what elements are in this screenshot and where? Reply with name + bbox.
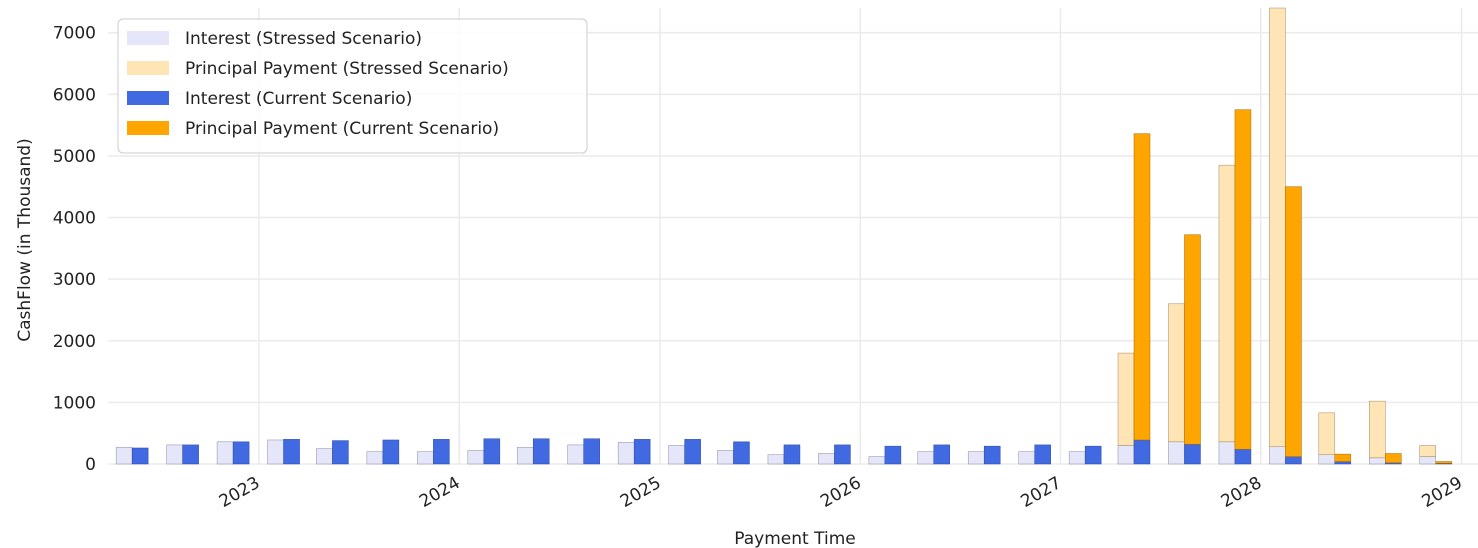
bar-interest-current: [633, 439, 651, 465]
bar-interest-current: [232, 441, 250, 465]
bar-interest-current: [433, 439, 450, 465]
bar-interest-stressed: [467, 450, 485, 465]
bar-interest-stressed: [267, 439, 284, 465]
bar-interest-stressed: [1018, 451, 1035, 465]
bar-interest-stressed: [917, 451, 934, 465]
bar-interest-stressed: [316, 448, 333, 465]
bar-principal-current: [1285, 186, 1302, 457]
bar-interest-current: [182, 444, 199, 465]
bar-principal-current: [1184, 234, 1201, 445]
bar-interest-current: [933, 444, 950, 465]
bar-interest-stressed: [567, 444, 584, 465]
bar-interest-current: [983, 445, 1001, 465]
bar-interest-current: [382, 439, 400, 465]
y-tick-label: 4000: [53, 209, 96, 229]
bar-principal-stressed: [1318, 412, 1336, 456]
bar-interest-stressed: [516, 447, 534, 465]
bar-principal-stressed: [1419, 445, 1437, 457]
bar-principal-stressed: [1369, 400, 1386, 459]
bar-interest-current: [1084, 445, 1102, 465]
y-tick-label: 1000: [53, 393, 96, 413]
y-axis-ticks: 0 1000 2000 3000 4000 5000 6000 7000: [53, 24, 96, 475]
bar-interest-current: [684, 439, 701, 465]
legend-label: Interest (Current Scenario): [185, 89, 412, 109]
bar-interest-current: [733, 441, 750, 465]
y-axis-label: CashFlow (in Thousand): [15, 138, 35, 341]
x-tick-label: 2024: [416, 473, 463, 512]
legend-swatch: [127, 121, 169, 135]
bar-interest-stressed: [115, 447, 133, 465]
bar-principal-stressed: [1218, 164, 1236, 443]
y-tick-label: 0: [85, 455, 96, 475]
bar-principal-stressed: [1117, 352, 1135, 446]
bar-interest-stressed: [868, 456, 886, 465]
bar-interest-current: [332, 440, 349, 465]
bar-interest-stressed: [1419, 456, 1437, 465]
bar-interest-current: [1285, 456, 1302, 465]
x-tick-label: 2028: [1218, 473, 1265, 512]
bar-interest-current: [1133, 439, 1151, 465]
x-axis-ticks: 2023 2024 2025 2026 2027 2028 2029: [216, 473, 1466, 512]
bar-interest-current: [483, 438, 501, 465]
bar-interest-stressed: [617, 442, 635, 465]
x-axis-label: Payment Time: [734, 529, 855, 548]
y-tick-label: 5000: [53, 147, 96, 167]
bar-interest-current: [884, 445, 902, 465]
bar-interest-stressed: [1168, 441, 1185, 465]
bar-interest-current: [532, 438, 550, 465]
bar-interest-current: [1334, 461, 1352, 465]
bar-interest-stressed: [818, 453, 835, 465]
bar-interest-current: [834, 444, 851, 465]
bar-principal-stressed: [1269, 7, 1286, 447]
bar-interest-stressed: [1369, 457, 1386, 465]
y-tick-label: 7000: [53, 24, 96, 44]
bar-interest-stressed: [668, 445, 685, 465]
bar-interest-stressed: [1269, 446, 1286, 465]
bar-interest-stressed: [216, 441, 234, 465]
y-tick-label: 6000: [53, 85, 96, 105]
bar-interest-current: [1234, 448, 1252, 465]
y-tick-label: 2000: [53, 332, 96, 352]
bar-interest-stressed: [1218, 441, 1236, 465]
bar-interest-current: [1184, 444, 1201, 465]
bar-interest-stressed: [1318, 454, 1336, 465]
legend-label: Principal Payment (Stressed Scenario): [185, 59, 509, 79]
bar-interest-stressed: [366, 451, 384, 465]
legend-swatch: [127, 61, 169, 75]
bars: [115, 7, 1453, 465]
bar-principal-current: [1133, 133, 1151, 441]
bar-principal-current: [1234, 109, 1252, 450]
bar-interest-current: [283, 439, 300, 465]
bar-interest-stressed: [1117, 445, 1135, 465]
grid-lines: [108, 8, 1478, 465]
x-tick-label: 2023: [216, 473, 263, 512]
x-tick-label: 2026: [817, 473, 864, 512]
bar-interest-stressed: [417, 451, 434, 465]
bar-interest-stressed: [166, 444, 183, 465]
bar-principal-current: [1435, 461, 1453, 464]
bar-interest-current: [1034, 444, 1051, 465]
bar-principal-current: [1385, 453, 1402, 464]
bar-interest-stressed: [767, 454, 785, 465]
bar-interest-current: [131, 447, 149, 465]
x-tick-label: 2025: [617, 473, 664, 512]
bar-principal-stressed: [1168, 303, 1185, 443]
x-tick-label: 2029: [1419, 473, 1466, 512]
legend-swatch: [127, 31, 169, 45]
legend-frame: [117, 18, 588, 154]
legend: Interest (Stressed Scenario) Principal Pa…: [117, 18, 588, 154]
x-tick-label: 2027: [1018, 473, 1065, 512]
legend-label: Principal Payment (Current Scenario): [185, 119, 499, 139]
legend-label: Interest (Stressed Scenario): [185, 29, 422, 49]
bar-interest-current: [783, 444, 801, 465]
bar-interest-stressed: [1068, 451, 1086, 465]
bar-interest-stressed: [967, 451, 985, 465]
bar-interest-stressed: [717, 450, 734, 465]
y-tick-label: 3000: [53, 270, 96, 290]
bar-principal-current: [1334, 453, 1352, 462]
bar-interest-current: [583, 438, 600, 465]
legend-swatch: [127, 91, 169, 105]
